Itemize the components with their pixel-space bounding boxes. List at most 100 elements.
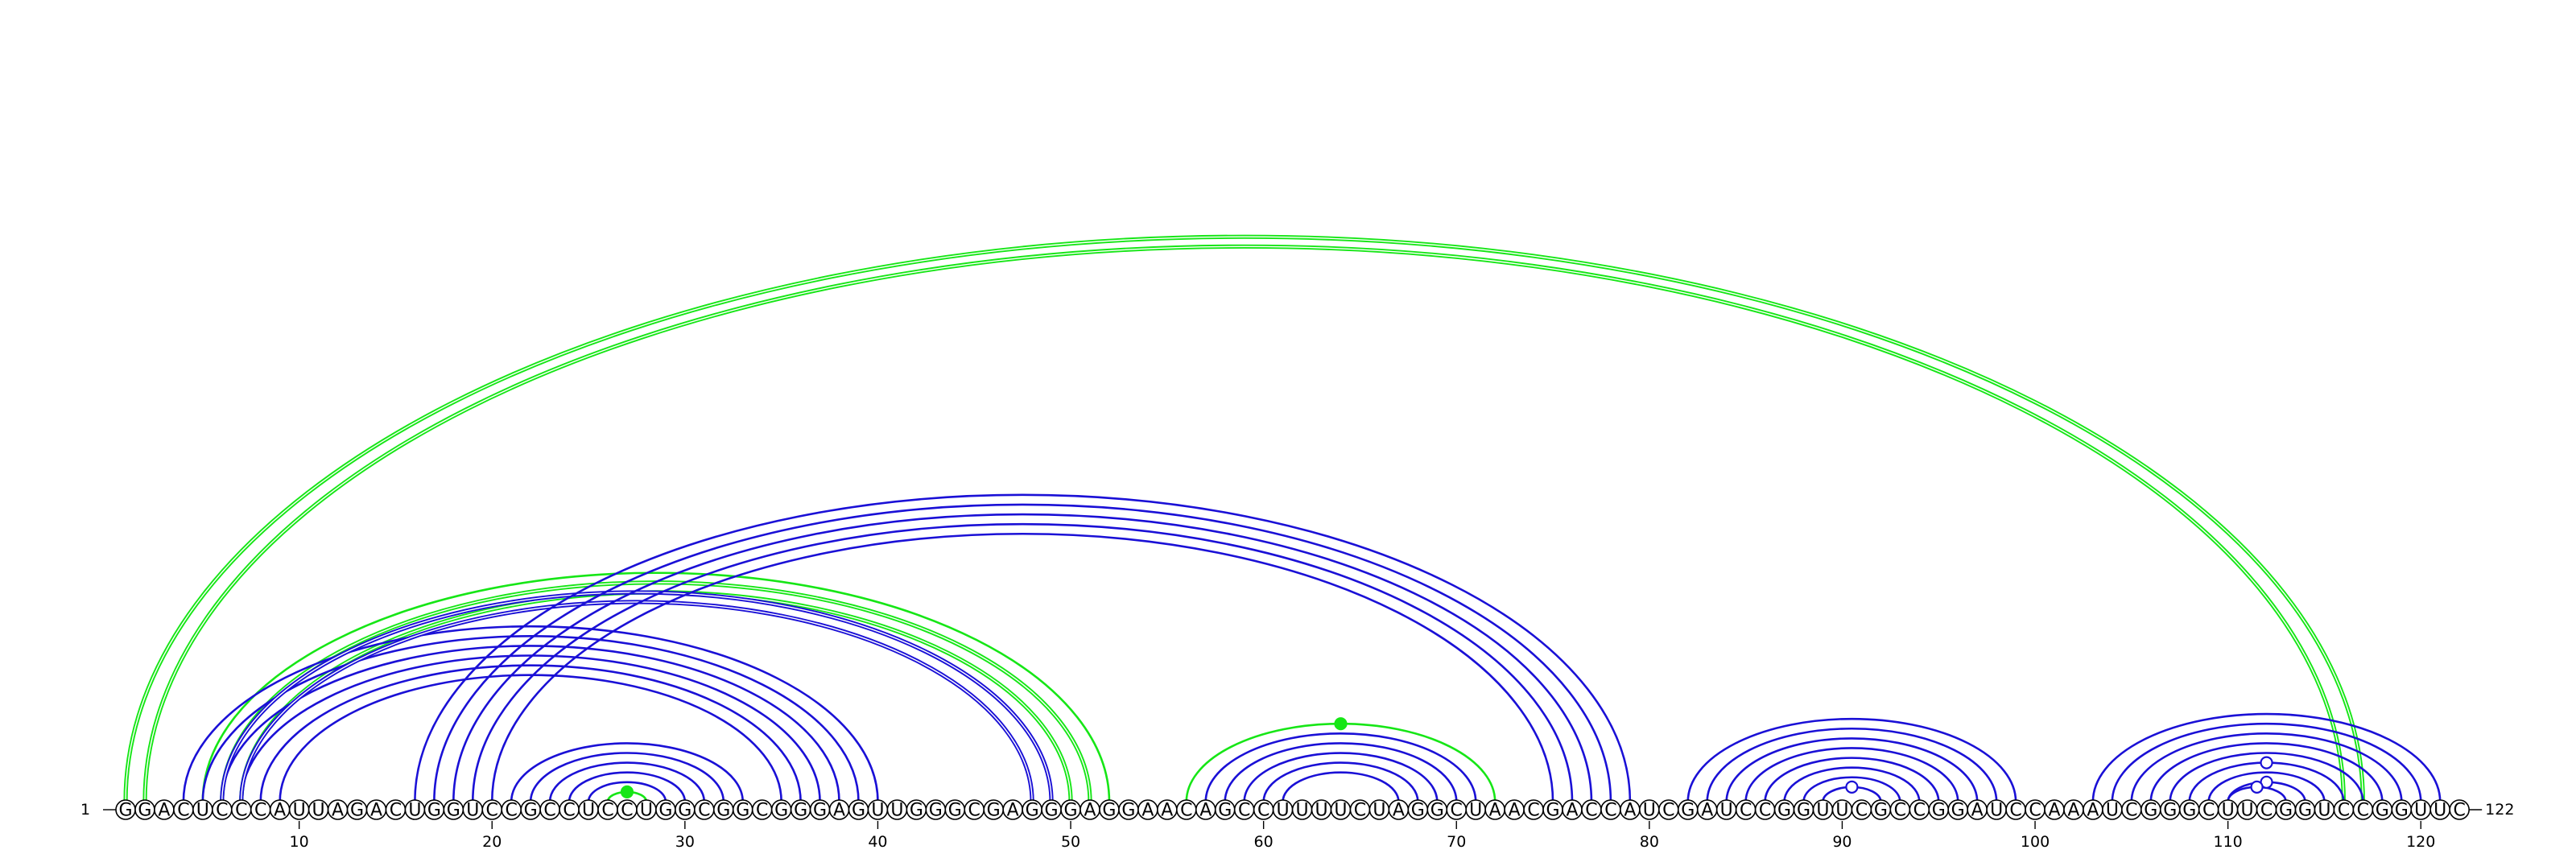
nucleotide-letter: U	[1835, 801, 1848, 821]
nucleotide-letter: G	[1777, 801, 1791, 821]
nucleotide-letter: G	[447, 801, 460, 821]
nucleotide-94: C	[1909, 799, 1930, 821]
nucleotide-letter: C	[2202, 801, 2215, 821]
nucleotide-letter: A	[1084, 801, 1096, 821]
nucleotide-120: U	[2410, 799, 2432, 821]
nucleotide-letter: A	[1566, 801, 1578, 821]
sequence-start-label: 1	[80, 801, 90, 819]
nucleotide-letter: G	[2395, 801, 2409, 821]
nucleotide-13: G	[346, 799, 368, 821]
tick-label-50: 50	[1061, 833, 1080, 851]
nucleotide-110: U	[2217, 799, 2239, 821]
nucleotide-52: G	[1099, 799, 1120, 821]
nucleotide-letter: A	[332, 801, 344, 821]
nucleotide-letter: G	[118, 801, 132, 821]
nucleotide-29: G	[655, 799, 676, 821]
nucleotide-20: C	[481, 799, 503, 821]
nucleotide-letter: C	[1257, 801, 1269, 821]
nucleotide-112: C	[2256, 799, 2277, 821]
nucleotide-28: U	[636, 799, 657, 821]
nucleotide-105: C	[2121, 799, 2142, 821]
nucleotide-22: G	[520, 799, 541, 821]
nucleotide-letter: A	[1141, 801, 1154, 821]
nucleotide-letter: C	[1662, 801, 1674, 821]
nucleotide-71: U	[1465, 799, 1486, 821]
nucleotide-3: A	[154, 799, 175, 821]
nucleotide-letter: U	[408, 801, 421, 821]
nucleotide-letter: C	[698, 801, 710, 821]
nucleotide-54: A	[1137, 799, 1158, 821]
nucleotide-41: U	[886, 799, 908, 821]
nucleotide-letter: C	[2009, 801, 2021, 821]
nucleotide-11: U	[308, 799, 329, 821]
nucleotide-102: A	[2063, 799, 2084, 821]
nucleotide-47: A	[1002, 799, 1023, 821]
nucleotide-37: G	[809, 799, 831, 821]
arc-19-76	[471, 522, 1574, 803]
nucleotide-58: G	[1214, 799, 1236, 821]
nucleotide-letter: G	[1102, 801, 1116, 821]
arc-87-94	[1783, 766, 1921, 803]
nucleotide-83: A	[1696, 799, 1718, 821]
nucleotide-letter: U	[2414, 801, 2427, 821]
nucleotide-letter: A	[1624, 801, 1636, 821]
nucleotide-letter: G	[1026, 801, 1039, 821]
nucleotide-72: A	[1484, 799, 1505, 821]
nucleotide-111: U	[2236, 799, 2258, 821]
nucleotide-15: C	[385, 799, 407, 821]
arcs-layer	[123, 234, 2442, 804]
nucleotide-letter: U	[582, 801, 595, 821]
nucleotide-19: U	[462, 799, 484, 821]
arc-82-99	[1686, 717, 2017, 803]
nucleotide-letter: G	[1681, 801, 1695, 821]
nucleotide-letter: A	[1199, 801, 1212, 821]
nucleotide-84: U	[1715, 799, 1737, 821]
nucleotide-51: A	[1080, 799, 1100, 821]
nucleotide-letter: A	[274, 801, 286, 821]
nucleotide-7: C	[230, 799, 252, 821]
nucleotide-letter: A	[1701, 801, 1713, 821]
nucleotide-letter: A	[833, 801, 845, 821]
nucleotide-35: G	[770, 799, 792, 821]
nucleotide-65: C	[1349, 799, 1371, 821]
arc-7-48-core	[241, 601, 1033, 802]
nucleotide-43: G	[925, 799, 947, 821]
nucleotide-letter: U	[2241, 801, 2254, 821]
nucleotide-letter: U	[1720, 801, 1733, 821]
nucleotide-letter: G	[1045, 801, 1059, 821]
nucleotide-letter: A	[2048, 801, 2060, 821]
nucleotide-25: U	[578, 799, 599, 821]
arc-1-117	[123, 234, 2365, 804]
nucleotide-85: C	[1735, 799, 1757, 821]
tick-label-120: 120	[2406, 833, 2435, 851]
arc-7-50-core	[241, 592, 1071, 802]
tick-label-10: 10	[290, 833, 309, 851]
arc-60-68	[1262, 761, 1419, 803]
nucleotide-letter: C	[1238, 801, 1250, 821]
nucleotide-letter: C	[1180, 801, 1192, 821]
nucleotide-letter: G	[794, 801, 807, 821]
nucleotide-96: G	[1947, 799, 1968, 821]
nucleotide-letter: C	[756, 801, 768, 821]
nucleotide-letter: G	[948, 801, 962, 821]
nucleotide-letter: G	[813, 801, 827, 821]
nucleotide-letter: U	[466, 801, 479, 821]
arc-6-38	[221, 645, 840, 803]
arc-84-97	[1725, 737, 1979, 803]
nucleotide-letter: A	[1393, 801, 1405, 821]
nucleotide-63: U	[1311, 799, 1332, 821]
nucleotide-letter: G	[987, 801, 1001, 821]
arc-22-32	[529, 752, 725, 803]
arc-7-50	[239, 590, 1073, 804]
nucleotide-letter: G	[138, 801, 151, 821]
nucleotide-115: U	[2314, 799, 2335, 821]
nucleotide-2: G	[134, 799, 155, 821]
markers-layer	[620, 717, 2273, 799]
nucleotide-letter: A	[1509, 801, 1521, 821]
nucleotide-64: U	[1330, 799, 1352, 821]
nucleotide-32: G	[712, 799, 734, 821]
nucleotide-letter: C	[621, 801, 633, 821]
nucleotide-letter: G	[1430, 801, 1444, 821]
nucleotide-letter: C	[216, 801, 228, 821]
